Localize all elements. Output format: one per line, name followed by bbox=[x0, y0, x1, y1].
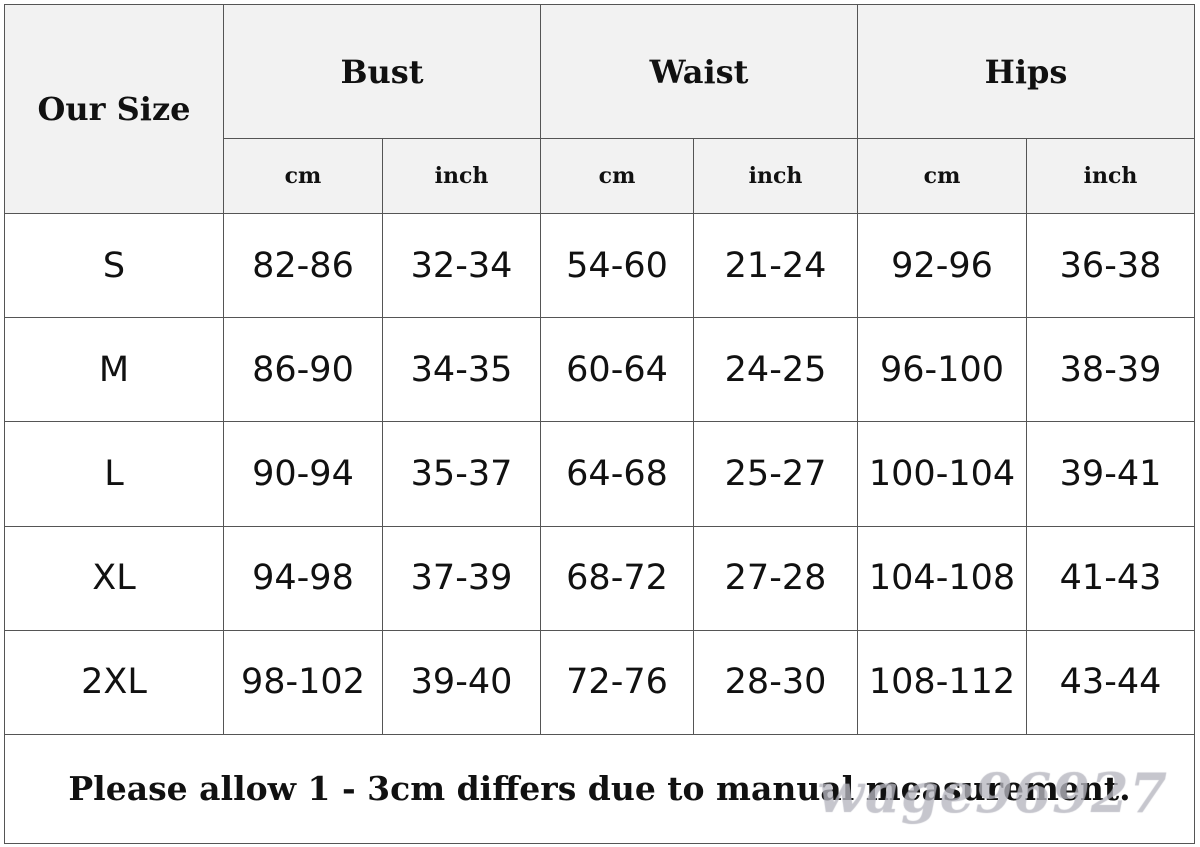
waist-header: Waist bbox=[540, 3, 859, 140]
table-cell: 104-108 bbox=[857, 525, 1028, 631]
table-cell: 43-44 bbox=[1026, 629, 1196, 735]
measurement-note: Please allow 1 - 3cm differs due to manu… bbox=[68, 769, 1131, 809]
unit-header: inch bbox=[693, 138, 859, 215]
table-row: XL 94-98 37-39 68-72 27-28 104-108 41-43 bbox=[4, 525, 1196, 631]
table-cell: 27-28 bbox=[693, 525, 859, 631]
table-cell: 38-39 bbox=[1026, 317, 1196, 423]
table-cell: 37-39 bbox=[381, 525, 542, 631]
table-cell: 39-40 bbox=[381, 629, 542, 735]
header-row-groups: Our Size Bust Waist Hips bbox=[4, 3, 1196, 215]
size-chart-table: Our Size Bust Waist Hips cm inch cm inch… bbox=[3, 3, 1196, 845]
table-cell: 36-38 bbox=[1026, 213, 1196, 319]
size-label: 2XL bbox=[4, 629, 224, 735]
table-cell: 96-100 bbox=[857, 317, 1028, 423]
measurement-note-cell: Please allow 1 - 3cm differs due to manu… bbox=[3, 733, 1196, 845]
table-cell: 108-112 bbox=[857, 629, 1028, 735]
table-cell: 34-35 bbox=[381, 317, 542, 423]
table-cell: 90-94 bbox=[223, 421, 383, 527]
unit-header: inch bbox=[381, 138, 542, 215]
table-cell: 86-90 bbox=[223, 317, 383, 423]
table-cell: 21-24 bbox=[693, 213, 859, 319]
table-cell: 24-25 bbox=[693, 317, 859, 423]
size-label: L bbox=[4, 421, 224, 527]
table-cell: 72-76 bbox=[540, 629, 695, 735]
table-cell: 98-102 bbox=[223, 629, 383, 735]
table-cell: 54-60 bbox=[540, 213, 695, 319]
size-label: M bbox=[4, 317, 224, 423]
size-label: XL bbox=[4, 525, 224, 631]
bust-header: Bust bbox=[222, 3, 542, 140]
table-cell: 28-30 bbox=[693, 629, 859, 735]
table-cell: 41-43 bbox=[1026, 525, 1196, 631]
table-cell: 64-68 bbox=[540, 421, 695, 527]
unit-header: cm bbox=[857, 138, 1028, 215]
table-cell: 92-96 bbox=[857, 213, 1028, 319]
table-row: M 86-90 34-35 60-64 24-25 96-100 38-39 bbox=[4, 317, 1196, 423]
size-label: S bbox=[4, 213, 224, 319]
table-cell: 82-86 bbox=[223, 213, 383, 319]
table-cell: 25-27 bbox=[693, 421, 859, 527]
table-cell: 35-37 bbox=[381, 421, 542, 527]
unit-header: cm bbox=[540, 138, 695, 215]
table-cell: 68-72 bbox=[540, 525, 695, 631]
table-row: L 90-94 35-37 64-68 25-27 100-104 39-41 bbox=[4, 421, 1196, 527]
table-cell: 39-41 bbox=[1026, 421, 1196, 527]
watermark-text: wage96927 bbox=[817, 761, 1169, 825]
table-cell: 94-98 bbox=[223, 525, 383, 631]
table-row: 2XL 98-102 39-40 72-76 28-30 108-112 43-… bbox=[4, 629, 1196, 735]
table-row: S 82-86 32-34 54-60 21-24 92-96 36-38 bbox=[4, 213, 1196, 319]
note-row: Please allow 1 - 3cm differs due to manu… bbox=[3, 733, 1196, 845]
hips-header: Hips bbox=[857, 3, 1196, 140]
table-cell: 60-64 bbox=[540, 317, 695, 423]
our-size-header: Our Size bbox=[4, 3, 224, 215]
table-cell: 100-104 bbox=[857, 421, 1028, 527]
header-row-units: cm inch cm inch cm inch bbox=[5, 138, 1196, 215]
unit-header: inch bbox=[1026, 138, 1196, 215]
unit-header: cm bbox=[223, 138, 383, 215]
table-cell: 32-34 bbox=[381, 213, 542, 319]
